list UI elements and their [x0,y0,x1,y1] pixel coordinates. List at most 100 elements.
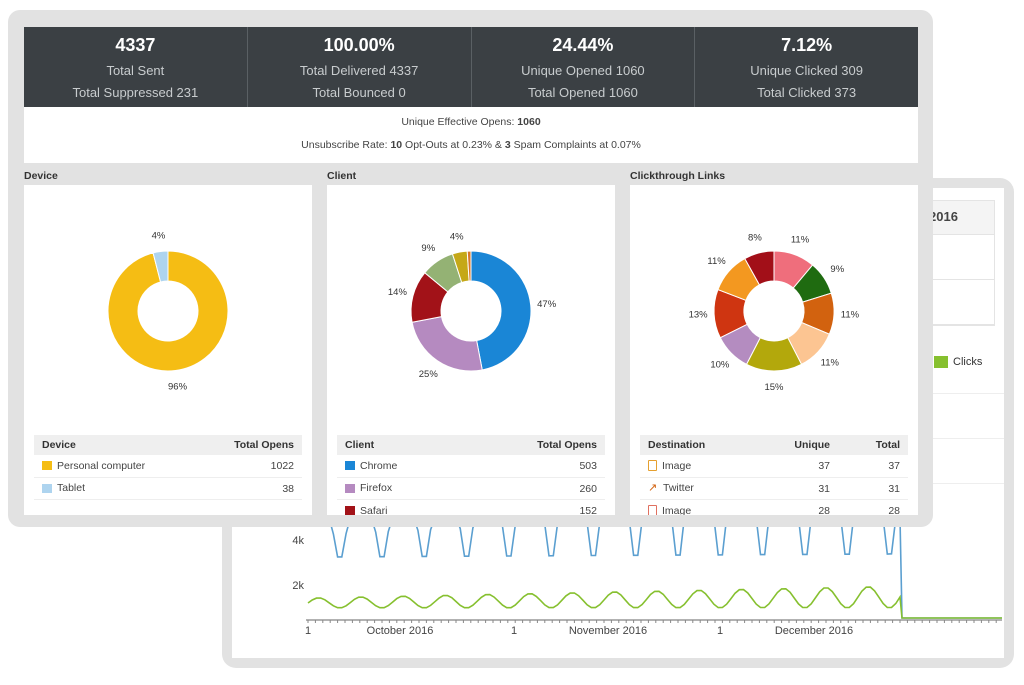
effective-opens-label: Unique Effective Opens: [401,116,518,128]
slice-label: 9% [830,264,844,275]
links-panel: 11% 9% 11% 11% 15% 10% 13% 11% 8% Destination Un… [630,185,918,515]
row-label-cell: Firefox [345,478,507,500]
summary-box: Unique Effective Opens: 1060 Unsubscribe… [24,107,918,163]
col-client: Client [345,439,375,451]
row-total: 37 [888,460,900,472]
y-tick-label: 2k [292,580,304,592]
report-card: 4337 Total Sent Total Suppressed 231 100… [8,10,933,527]
stat-opened: 24.44% Unique Opened 1060 Total Opened 1… [472,27,696,107]
x-tick-label: November 2016 [569,625,647,637]
col-total: Total [875,439,900,451]
row-link[interactable]: Image [662,459,692,472]
slice-label: 15% [764,382,784,393]
row-unique: 28 [818,505,830,515]
donut-slice[interactable] [152,250,169,283]
links-table: Destination Unique Total Image 37 37 ↗ Tw… [640,435,908,515]
device-donut-chart: 96% 4% [107,231,229,392]
donut-slice[interactable] [411,316,483,372]
effective-opens-value: 1060 [517,116,541,128]
col-total-opens: Total Opens [537,439,597,451]
donut-slice[interactable] [470,250,532,371]
table-row[interactable]: Personal computer 1022 [34,455,302,478]
row-label-cell: Tablet [42,478,204,500]
table-row[interactable]: Safari 152 [337,500,605,515]
links-panel-title: Clickthrough Links [630,170,726,182]
client-donut-chart: 47% 25% 14% 9% 4% [388,231,557,380]
stat-value: 7.12% [781,35,833,55]
row-link[interactable]: Image [662,504,692,516]
table-row[interactable]: Firefox 260 [337,478,605,500]
slice-label: 4% [450,231,464,242]
slice-label: 9% [421,243,435,254]
row-label: Safari [360,504,388,516]
x-tick-label: 1 [511,625,517,637]
row-value: 503 [579,460,597,472]
links-donut-chart: 11% 9% 11% 11% 15% 10% 13% 11% 8% [689,232,860,393]
row-value: 260 [579,482,597,495]
table-row [921,235,994,280]
stat-value: 24.44% [552,35,614,55]
slice-label: 96% [168,381,188,392]
stat-value: 100.00% [323,35,395,55]
row-label: Personal computer [57,459,146,472]
external-link-icon: ↗ [648,482,658,494]
donut-slice[interactable] [744,250,775,286]
x-tick-label: 1 [305,625,311,637]
row-value: 1022 [270,460,294,472]
table-header: Device Total Opens [34,435,302,455]
row-label: Firefox [360,482,393,494]
slice-label: 11% [821,358,840,369]
col-device: Device [42,439,76,451]
stat-value: 4337 [115,35,156,55]
row-unique: 37 [818,460,830,472]
effective-opens-text: Unique Effective Opens: 1060 [24,111,918,134]
timeline-legend[interactable]: Clicks [934,356,982,368]
slice-label: 14% [388,287,408,298]
opens-series-line [308,517,1002,619]
row-label-cell: Personal computer [42,455,204,477]
table-row[interactable]: Tablet 38 [34,478,302,500]
col-total-opens: Total Opens [234,439,294,451]
stats-bar: 4337 Total Sent Total Suppressed 231 100… [24,27,918,107]
optouts-text: Opt-Outs at 0.23% & [402,139,505,151]
slice-label: 4% [152,231,166,242]
slice-label: 10% [710,359,730,370]
slice-label: 11% [841,310,860,321]
stat-line: Total Suppressed 231 [72,85,199,100]
unsubscribe-label: Unsubscribe Rate: [301,139,391,151]
timeline-table-header: 2016 [921,201,994,235]
stat-line: Total Clicked 373 [757,85,857,100]
spam-text: Spam Complaints at 0.07% [510,139,641,151]
slice-label: 25% [419,369,439,380]
col-unique: Unique [794,439,830,451]
row-label: Chrome [360,459,398,472]
donut-slice[interactable] [466,250,472,282]
row-value: 152 [579,505,597,515]
row-label-cell: Safari [345,500,507,515]
row-label-cell: Chrome [345,455,507,477]
timeline-table: 2016 [920,200,995,326]
legend-swatch [345,506,355,515]
spam-count: 3 [504,139,511,151]
device-table: Device Total Opens Personal computer 102… [34,435,302,500]
col-destination: Destination [648,439,706,451]
timeline-chart: 4k 2k 1 October 2016 1 November 2016 1 D… [292,517,1002,637]
clicks-series-line [307,586,1002,619]
table-row[interactable]: ↗ Twitter 31 31 [640,478,908,500]
client-panel-title: Client [327,170,357,182]
stat-sent: 4337 Total Sent Total Suppressed 231 [24,27,248,107]
slice-label: 47% [537,299,557,310]
x-tick-label: October 2016 [367,625,434,637]
donut-slice[interactable] [107,250,229,372]
file-icon [648,505,657,515]
stat-line: Total Sent [106,63,165,78]
device-panel: 96% 4% Device Total Opens Personal comput… [24,185,312,515]
table-row[interactable]: Image 28 28 [640,500,908,515]
slice-label: 11% [707,256,726,267]
x-tick-label: December 2016 [775,625,853,637]
row-unique: 31 [818,482,830,495]
stat-clicked: 7.12% Unique Clicked 309 Total Clicked 3… [695,27,918,107]
table-row[interactable]: Image 37 37 [640,455,908,478]
table-row[interactable]: Chrome 503 [337,455,605,478]
row-link[interactable]: Twitter [663,482,694,494]
